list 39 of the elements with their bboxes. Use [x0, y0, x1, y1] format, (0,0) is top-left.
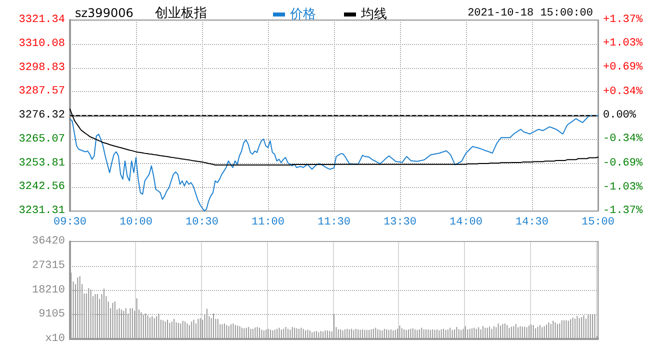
y2-tick-label: +0.69%	[603, 61, 644, 74]
chart-subtitle: sz399006	[75, 6, 134, 20]
legend-label: 均线	[360, 7, 387, 22]
x-tick-label: 10:30	[185, 216, 219, 228]
y-tick-label: 36420	[32, 236, 65, 248]
y2-tick-label: +1.03%	[603, 38, 644, 50]
y-tick-label: x10	[45, 333, 65, 345]
y-tick-label: 3298.83	[18, 62, 65, 74]
x-tick-label: 09:30	[53, 216, 87, 228]
y2-tick-label: -1.03%	[603, 181, 644, 194]
x-tick-label: 11:30	[317, 216, 351, 228]
y-tick-label: 3276.32	[18, 110, 65, 122]
y2-tick-label: -1.37%	[603, 205, 644, 217]
y-tick-label: 3321.34	[18, 14, 66, 26]
chart-title: 创业板指	[155, 6, 207, 21]
y-tick-label: 9105	[38, 308, 65, 321]
line-series	[70, 115, 598, 212]
legend-label: 价格	[289, 7, 316, 22]
y-tick-label: 3231.31	[18, 205, 66, 217]
y2-tick-label: -0.34%	[603, 133, 644, 146]
y-tick-label: 27315	[32, 260, 65, 272]
x-tick-label: 15:00	[581, 216, 615, 228]
y2-tick-label: +1.37%	[603, 14, 644, 26]
x-tick-label: 14:00	[449, 216, 483, 228]
y-tick-label: 3310.08	[18, 38, 65, 50]
y2-tick-label: +0.34%	[603, 86, 644, 98]
text: 2021-10-18 15:00:00	[468, 8, 593, 20]
x-tick-label: 13:30	[383, 216, 417, 228]
x-tick-label: 10:00	[119, 216, 153, 228]
x-tick-label: 14:30	[515, 216, 549, 228]
y-tick-label: 3242.56	[18, 181, 65, 194]
x-tick-label: 11:00	[251, 216, 285, 228]
y-tick-label: 3287.57	[18, 86, 65, 98]
y-tick-label: 18210	[32, 284, 65, 296]
y-tick-label: 3253.81	[18, 157, 66, 170]
y2-tick-label: -0.69%	[603, 158, 644, 170]
line-series	[70, 108, 598, 166]
y-tick-label: 3265.07	[18, 133, 65, 146]
y2-tick-label: 0.00%	[603, 110, 636, 122]
